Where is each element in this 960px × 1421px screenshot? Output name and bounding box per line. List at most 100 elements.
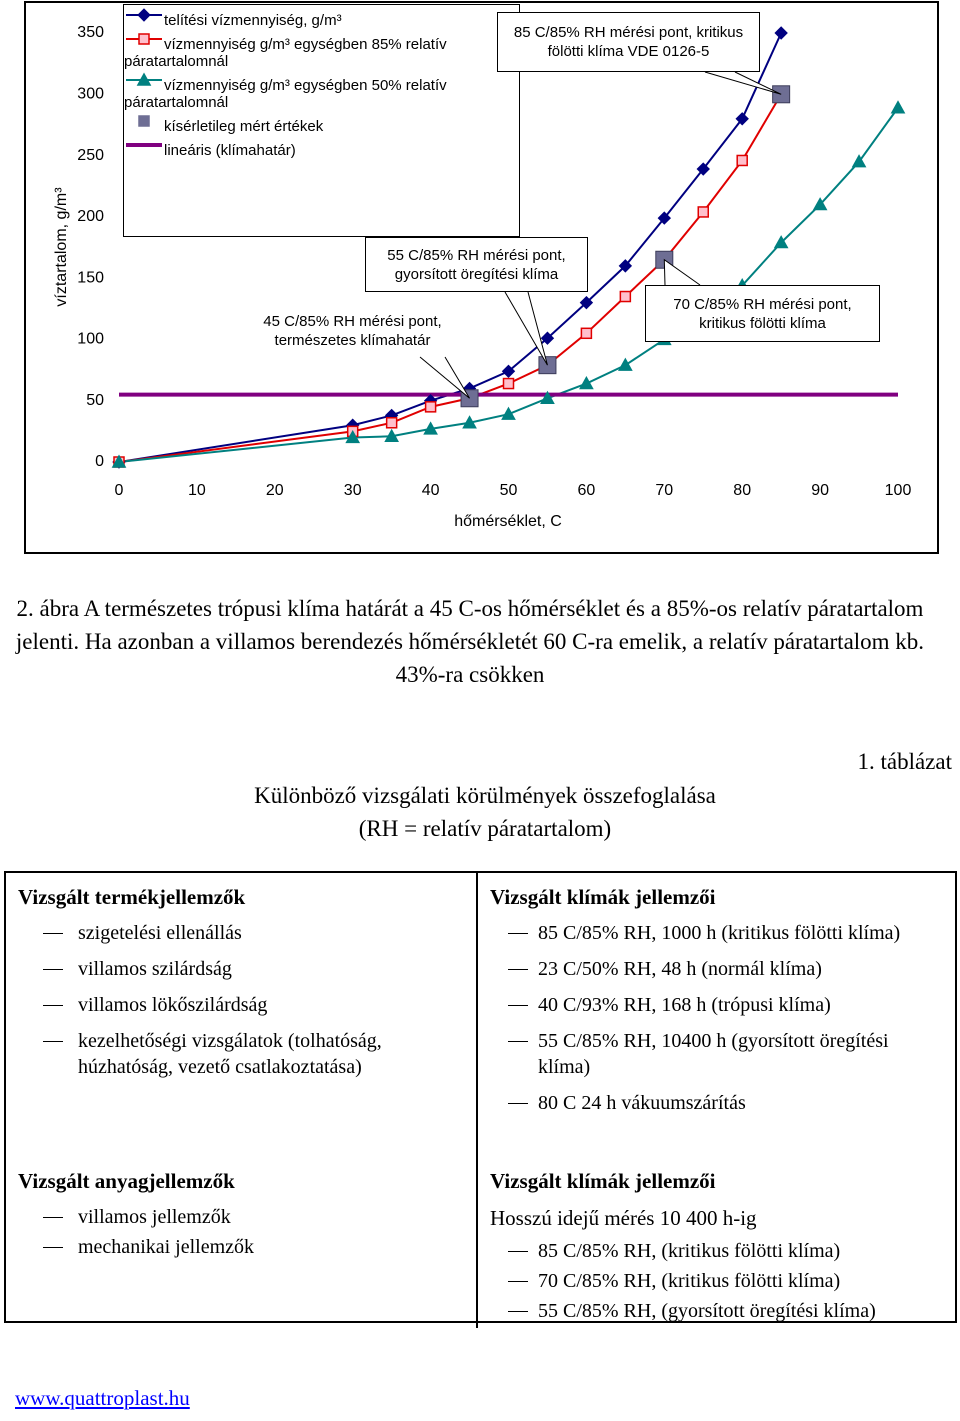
x-tick-label: 40 bbox=[422, 482, 440, 499]
marker bbox=[111, 454, 127, 468]
legend-entry: vízmennyiség g/m³ egységben 50% relatív … bbox=[124, 70, 519, 111]
item-list: szigetelési ellenállás villamos szilárdsá… bbox=[18, 920, 466, 1080]
marker bbox=[657, 211, 672, 225]
table-cell: Vizsgált klímák jellemzői 85 C/85% RH, 10… bbox=[478, 873, 955, 1157]
marker bbox=[501, 406, 516, 420]
table-title-line: (RH = relatív páratartalom) bbox=[358, 816, 612, 841]
legend-swatch bbox=[126, 33, 162, 45]
legend-swatch bbox=[126, 143, 162, 147]
legend-label: telítési vízmennyiség, g/m³ bbox=[164, 12, 342, 29]
marker bbox=[579, 376, 594, 390]
cell-heading: Vizsgált termékjellemzők bbox=[18, 885, 246, 909]
marker bbox=[655, 250, 674, 269]
table-cell: Vizsgált klímák jellemzői Hosszú idejű mé… bbox=[478, 1157, 955, 1328]
list-item: mechanikai jellemzők bbox=[18, 1234, 466, 1260]
legend-label: kísérletileg mért értékek bbox=[164, 118, 324, 135]
marker bbox=[890, 100, 906, 114]
marker bbox=[618, 357, 633, 371]
y-tick-label: 100 bbox=[77, 331, 104, 348]
x-tick-label: 50 bbox=[500, 482, 518, 499]
item-list: villamos jellemzők mechanikai jellemzők bbox=[18, 1204, 466, 1260]
cell-heading: Vizsgált klímák jellemzői bbox=[490, 1169, 716, 1193]
table-cell: Vizsgált anyagjellemzők villamos jellemző… bbox=[6, 1157, 478, 1328]
marker bbox=[462, 415, 477, 429]
legend-swatch bbox=[138, 115, 150, 127]
cell-heading: Vizsgált klímák jellemzői bbox=[490, 885, 716, 909]
marker bbox=[502, 377, 515, 390]
figure-caption: 2. ábra A természetes trópusi klíma hatá… bbox=[15, 596, 925, 687]
x-tick-label: 20 bbox=[266, 482, 284, 499]
legend: telítési vízmennyiség, g/m³ vízmennyiség … bbox=[123, 4, 520, 237]
marker bbox=[697, 206, 709, 218]
annotation: 70 C/85% RH mérési pont, kritikus fölött… bbox=[645, 285, 880, 342]
marker bbox=[773, 235, 789, 249]
x-tick-label: 70 bbox=[655, 482, 673, 499]
cell-note: Hosszú idejű mérés 10 400 h-ig bbox=[490, 1206, 757, 1230]
y-tick-label: 0 bbox=[95, 453, 104, 470]
marker bbox=[540, 390, 555, 404]
legend-label: vízmennyiség g/m³ egységben 85% relatív … bbox=[124, 36, 447, 70]
y-tick-label: 150 bbox=[77, 269, 104, 286]
marker bbox=[619, 290, 632, 303]
marker bbox=[538, 356, 557, 375]
table-title-line: Különböző vizsgálati körülmények összefo… bbox=[254, 783, 716, 808]
item-list: 85 C/85% RH, (kritikus fölötti klíma) 70 … bbox=[490, 1238, 945, 1324]
marker bbox=[501, 364, 516, 379]
series-line bbox=[118, 107, 899, 463]
marker bbox=[345, 429, 361, 444]
marker bbox=[736, 154, 748, 167]
marker bbox=[136, 72, 152, 86]
list-item: 55 C/85% RH, 10400 h (gyorsított öregíté… bbox=[490, 1028, 945, 1080]
marker bbox=[851, 154, 867, 168]
marker bbox=[138, 33, 150, 45]
y-tick-label: 50 bbox=[86, 392, 104, 409]
footer-link[interactable]: www.quattroplast.hu bbox=[15, 1386, 190, 1410]
legend-swatch bbox=[126, 72, 162, 86]
list-item: szigetelési ellenállás bbox=[18, 920, 466, 946]
x-tick-label: 60 bbox=[578, 482, 596, 499]
list-item: villamos szilárdság bbox=[18, 956, 466, 982]
marker bbox=[579, 295, 594, 310]
list-item: 70 C/85% RH, (kritikus fölötti klíma) bbox=[490, 1268, 945, 1294]
summary-table: Vizsgált termékjellemzők szigetelési elle… bbox=[4, 871, 957, 1328]
marker bbox=[735, 112, 749, 126]
marker bbox=[460, 389, 479, 408]
y-tick-label: 250 bbox=[77, 147, 104, 164]
x-tick-label: 10 bbox=[188, 482, 206, 499]
y-tick-label: 300 bbox=[77, 86, 104, 103]
list-item: villamos jellemzők bbox=[18, 1204, 466, 1230]
list-item: 85 C/85% RH, (kritikus fölötti klíma) bbox=[490, 1238, 945, 1264]
legend-swatch bbox=[126, 8, 162, 22]
legend-label: vízmennyiség g/m³ egységben 50% relatív … bbox=[124, 77, 447, 111]
marker bbox=[385, 417, 398, 429]
marker bbox=[772, 85, 791, 104]
table-cell: Vizsgált termékjellemzők szigetelési elle… bbox=[6, 873, 478, 1157]
x-tick-label: 90 bbox=[811, 482, 829, 499]
list-item: 40 C/93% RH, 168 h (trópusi klíma) bbox=[490, 992, 945, 1018]
legend-entry: vízmennyiség g/m³ egységben 85% relatív … bbox=[124, 29, 519, 70]
legend-entry: kísérletileg mért értékek bbox=[124, 111, 519, 135]
list-item: villamos lökőszilárdság bbox=[18, 992, 466, 1018]
list-item: 80 C 24 h vákuumszárítás bbox=[490, 1090, 945, 1116]
marker bbox=[696, 162, 710, 176]
list-item: 23 C/50% RH, 48 h (normál klíma) bbox=[490, 956, 945, 982]
x-axis-label: hőmérséklet, C bbox=[454, 513, 562, 530]
annotation: 45 C/85% RH mérési pont, természetes klí… bbox=[240, 303, 465, 359]
list-item: 85 C/85% RH, 1000 h (kritikus fölötti kl… bbox=[490, 920, 945, 946]
marker bbox=[423, 421, 438, 435]
marker bbox=[580, 327, 593, 340]
x-tick-label: 30 bbox=[344, 482, 362, 499]
cell-heading: Vizsgált anyagjellemzők bbox=[18, 1169, 235, 1193]
table-title: Különböző vizsgálati körülmények összefo… bbox=[140, 779, 830, 845]
y-axis-label: víztartalom, g/m³ bbox=[53, 187, 70, 307]
y-tick-label: 350 bbox=[77, 24, 104, 41]
marker bbox=[618, 259, 633, 273]
x-tick-label: 100 bbox=[885, 482, 912, 499]
x-tick-label: 0 bbox=[115, 482, 124, 499]
marker bbox=[384, 428, 399, 442]
marker bbox=[138, 115, 150, 127]
y-tick-label: 200 bbox=[77, 208, 104, 225]
item-list: 85 C/85% RH, 1000 h (kritikus fölötti kl… bbox=[490, 920, 945, 1116]
table-label: 1. táblázat bbox=[857, 749, 952, 774]
